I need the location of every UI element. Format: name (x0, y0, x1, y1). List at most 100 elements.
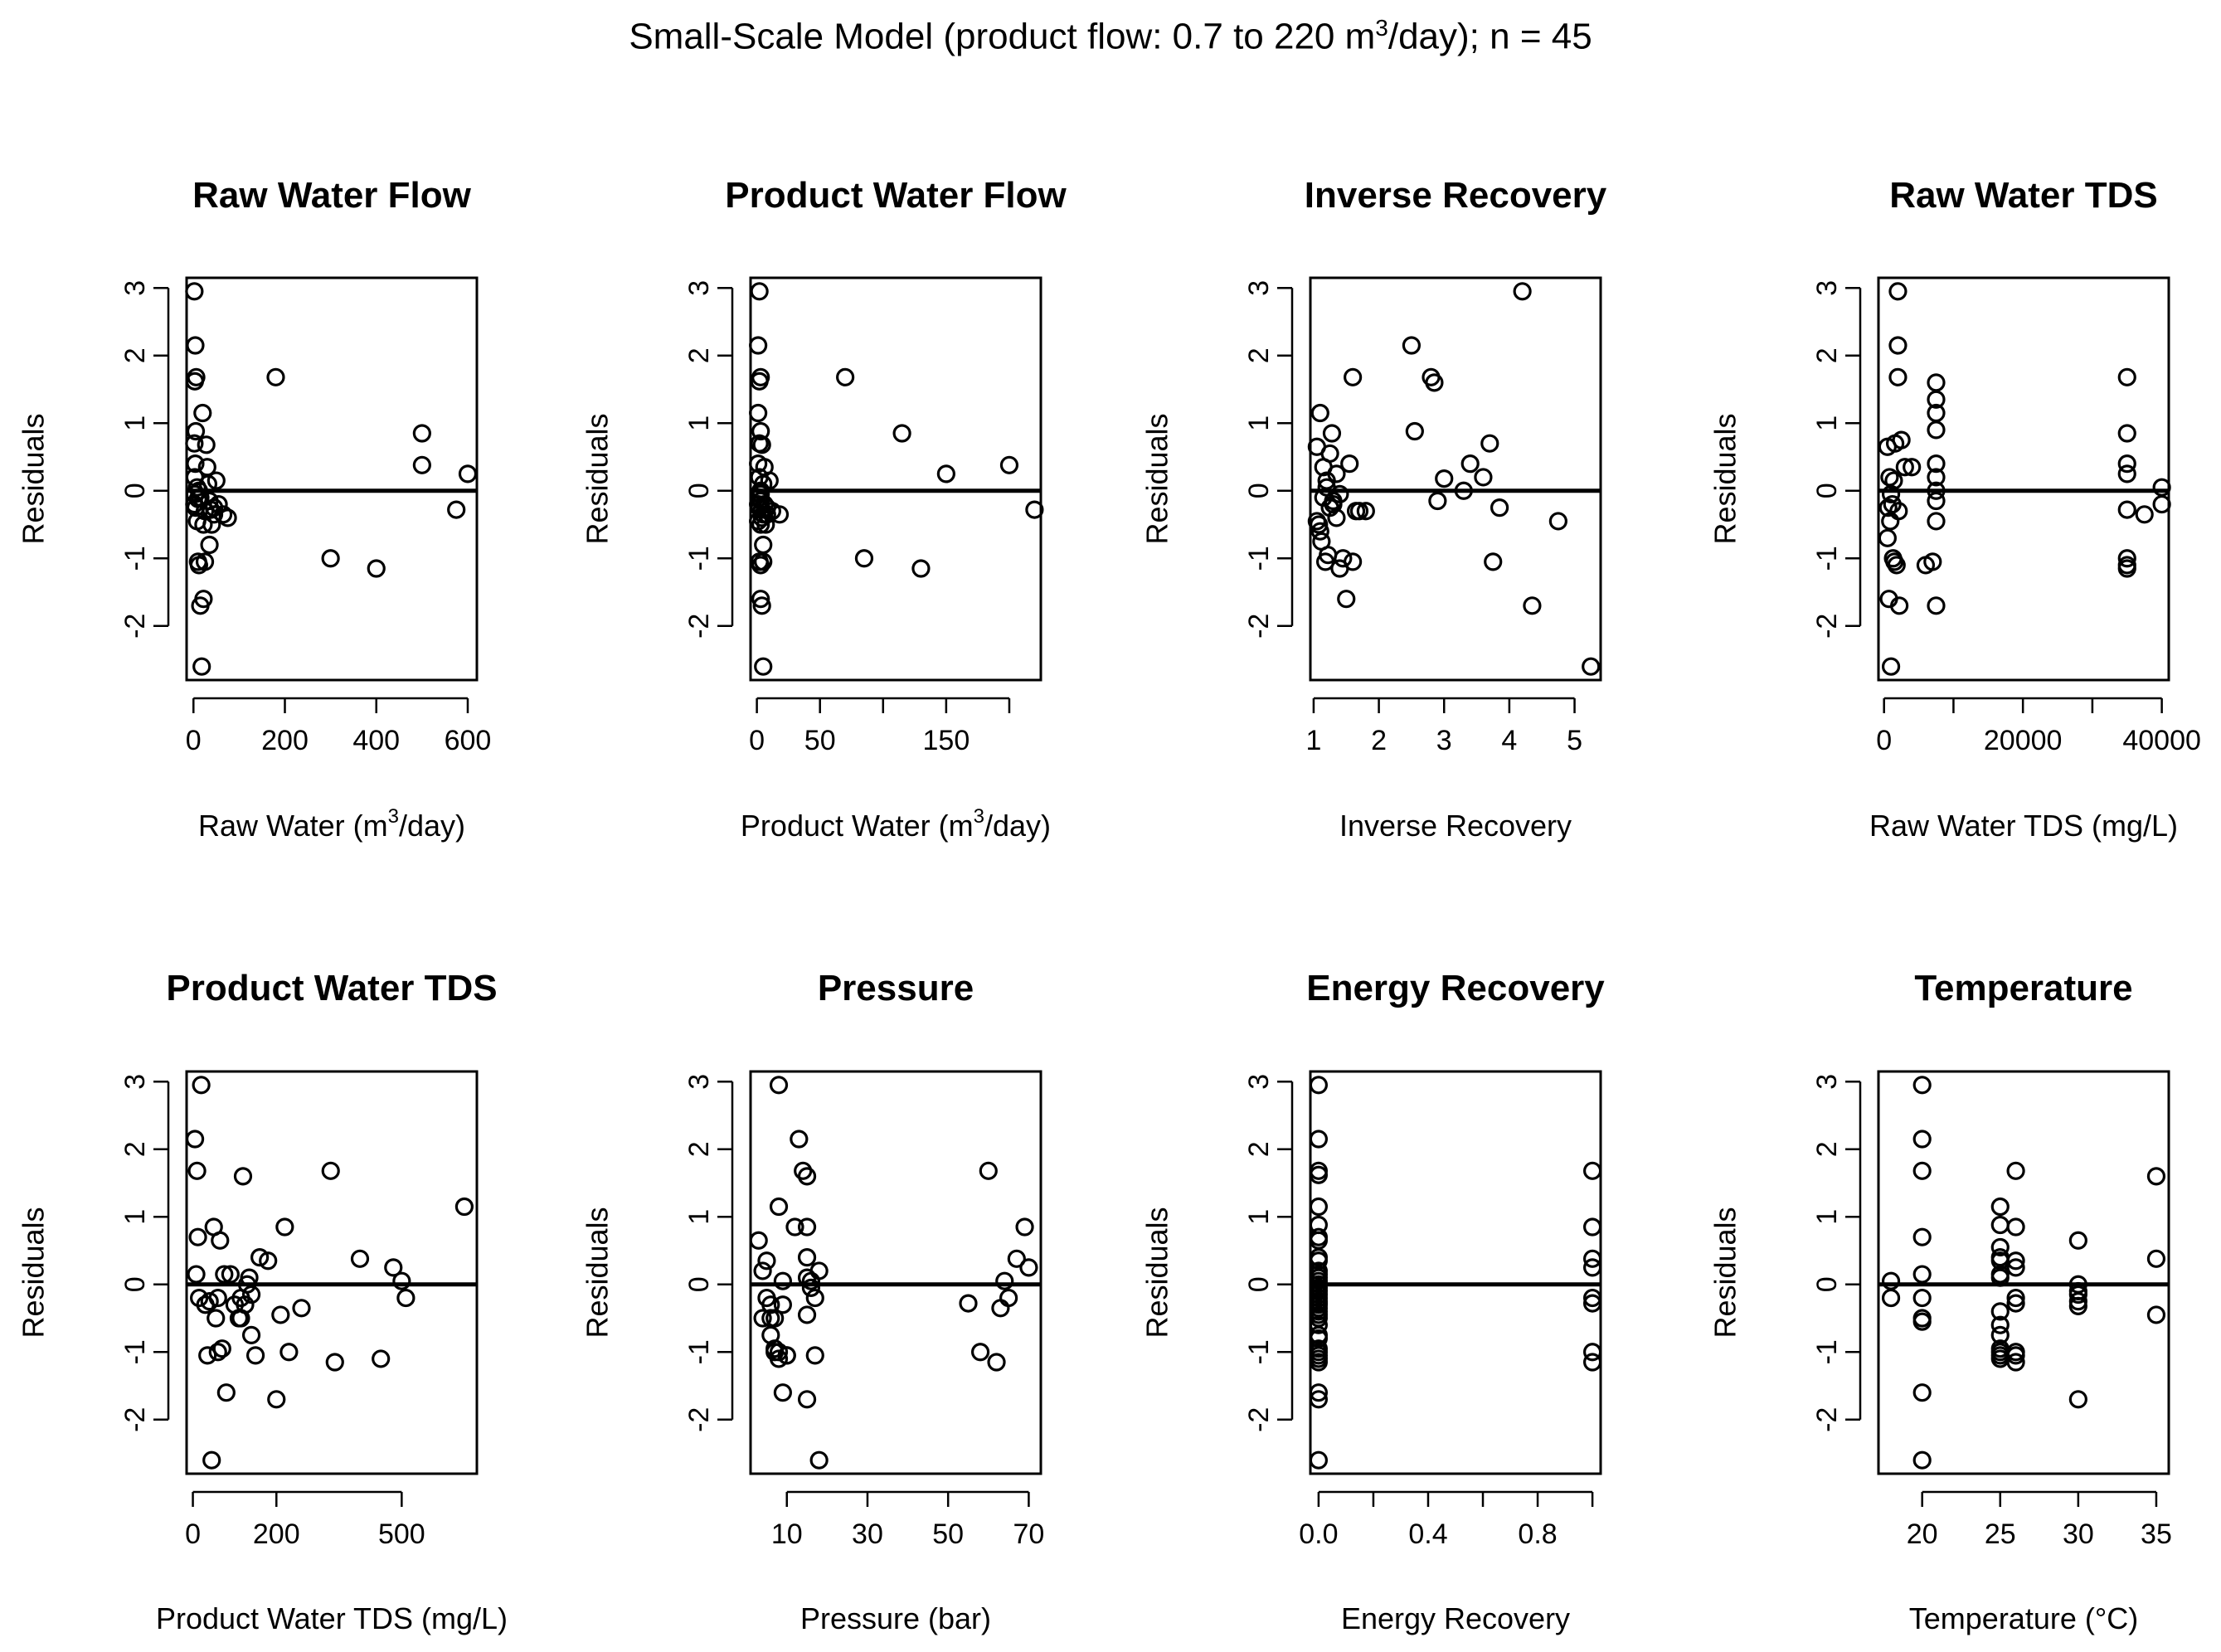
y-tick-label: -2 (119, 1407, 151, 1432)
x-axis-label: Raw Water TDS (mg/L) (1869, 809, 2178, 843)
data-point (1927, 454, 1946, 474)
data-point (1889, 502, 1908, 521)
data-point (350, 1249, 370, 1268)
x-axis-label-text: Raw Water (m (198, 809, 388, 843)
data-point (211, 1231, 230, 1250)
plot-frame (1309, 276, 1602, 682)
data-point (765, 1309, 785, 1328)
x-tick-label: 150 (923, 725, 970, 756)
data-point (1340, 454, 1359, 474)
data-point (392, 1271, 411, 1290)
data-point (1015, 1217, 1034, 1237)
x-axis-label-text: Product Water (m (741, 809, 974, 843)
y-tick-label: 3 (1811, 280, 1843, 296)
data-point (292, 1299, 311, 1318)
data-point (1019, 1258, 1038, 1277)
data-point (2117, 454, 2136, 474)
data-point (1903, 458, 1922, 477)
data-point (1927, 390, 1946, 409)
data-point (1990, 1268, 2010, 1287)
x-tick-label: 70 (1013, 1518, 1045, 1550)
data-point (187, 478, 207, 497)
y-tick-label: 0 (683, 483, 715, 498)
data-point (241, 1285, 261, 1305)
data-point (275, 1217, 294, 1237)
data-point (186, 336, 205, 355)
x-axis-label: Product Water TDS (mg/L) (156, 1601, 508, 1635)
y-tick-label: -1 (1811, 1339, 1843, 1364)
x-tick-label: 200 (253, 1518, 300, 1550)
data-point (1990, 1215, 2010, 1235)
data-point (1990, 1302, 2010, 1321)
panel-raw-water-tds: Raw Water TDS -2 -1 0 1 2 3 0 20000 40000 Residual… (1708, 175, 2201, 843)
data-point (250, 1248, 270, 1267)
data-point (185, 282, 204, 301)
data-point (773, 1271, 792, 1290)
data-point (2006, 1353, 2025, 1372)
x-tick-label: 10 (771, 1518, 803, 1550)
data-point (777, 1346, 796, 1365)
data-point (185, 372, 205, 391)
data-point (970, 1343, 990, 1362)
data-point (1309, 1383, 1329, 1402)
plot-frame (185, 276, 479, 682)
data-point (195, 552, 215, 571)
y-tick-label: 0 (1243, 483, 1275, 498)
x-axis-label: Inverse Recovery (1339, 809, 1572, 843)
data-point (197, 435, 216, 454)
x-tick-label: 30 (2063, 1518, 2094, 1550)
y-tick-label: -2 (683, 1407, 715, 1432)
x-tick-label: 600 (445, 725, 492, 756)
data-point (797, 1305, 817, 1324)
x-tick-label: 35 (2141, 1518, 2172, 1550)
y-tick-label: 1 (683, 415, 715, 431)
data-point (1912, 1312, 1932, 1331)
data-point (797, 1167, 817, 1186)
x-tick-label: 5 (1567, 725, 1582, 756)
panel-product-water-tds: Product Water TDS -2 -1 0 1 2 3 0 200 500 Residual… (17, 968, 508, 1635)
data-point (1480, 434, 1499, 453)
data-point (1307, 512, 1326, 531)
data-point (1513, 282, 1532, 301)
panel-title: Energy Recovery (1306, 968, 1605, 1008)
data-point (757, 1251, 776, 1271)
data-point (1474, 468, 1493, 487)
y-tick-label: 0 (683, 1276, 715, 1292)
data-point (1990, 1197, 2010, 1217)
data-point (1460, 454, 1480, 474)
data-point (1878, 498, 1898, 517)
data-point (1314, 488, 1333, 508)
y-tick-label: 3 (1811, 1074, 1843, 1090)
y-tick-label: 0 (1811, 483, 1843, 498)
data-point (321, 549, 340, 568)
plot-frame (185, 1070, 479, 1475)
data-point (1007, 1249, 1026, 1268)
data-point (797, 1217, 817, 1237)
data-point (1927, 596, 1946, 615)
data-point (2068, 1390, 2087, 1409)
data-point (233, 1167, 253, 1186)
data-point (2152, 478, 2171, 497)
y-tick-label: -1 (1811, 546, 1843, 571)
data-point (194, 515, 213, 534)
data-point (1881, 1271, 1901, 1290)
y-tick-label: -2 (1811, 1407, 1843, 1432)
data-point (1888, 282, 1908, 301)
y-tick-label: 2 (1243, 1141, 1275, 1157)
plot-frame (1877, 1070, 2170, 1475)
y-tick-label: 1 (119, 415, 151, 431)
data-point (809, 1261, 829, 1280)
data-point (2068, 1231, 2087, 1250)
data-point (2006, 1258, 2025, 1277)
data-point (192, 657, 211, 676)
y-tick-label: 2 (1811, 347, 1843, 363)
data-point (325, 1353, 344, 1372)
data-point (987, 1353, 1006, 1372)
data-point (1484, 552, 1503, 571)
data-point (1356, 502, 1375, 521)
y-axis-label: Residuals (1140, 1207, 1174, 1338)
data-point (797, 1248, 817, 1267)
data-point (186, 421, 206, 441)
x-axis-label: Pressure (bar) (800, 1601, 991, 1635)
data-point (1344, 367, 1363, 386)
